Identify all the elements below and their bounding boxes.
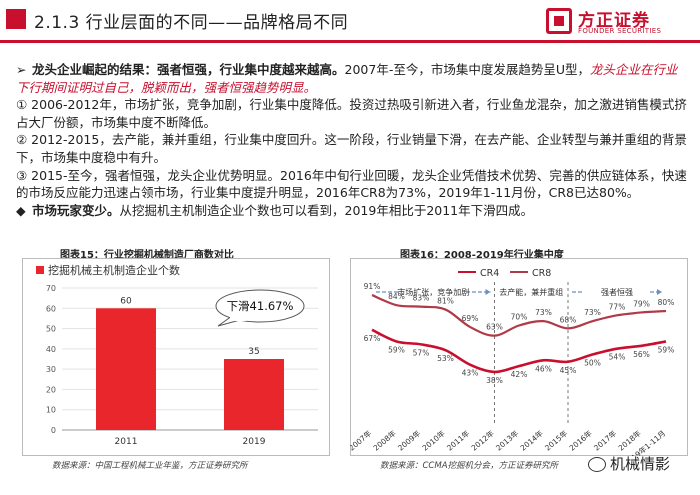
bullet-1-rest: 2007年-至今，市场集中度发展趋势呈U型， bbox=[344, 62, 590, 77]
line-chart: CR4 CR8 市场扩张，竞争加剧 去产能，兼并重组 强者恒强 67% 59% 57% 5… bbox=[350, 258, 688, 456]
y-tick-label: 10 bbox=[46, 406, 56, 415]
series-line-cr8 bbox=[371, 294, 667, 337]
logo-mark-icon bbox=[546, 8, 572, 34]
legend-cr8: CR8 bbox=[532, 268, 551, 279]
watermark-text: 机械情影 bbox=[610, 455, 671, 473]
data-label: 81% bbox=[437, 297, 454, 306]
data-label: 83% bbox=[413, 294, 430, 303]
data-label: 84% bbox=[388, 292, 405, 301]
data-label: 68% bbox=[560, 315, 577, 324]
data-label: 43% bbox=[462, 369, 479, 378]
arrow-bullet-icon: ➢ bbox=[16, 62, 27, 77]
data-label: 57% bbox=[413, 348, 430, 357]
data-label: 56% bbox=[633, 350, 650, 359]
bar-chart: 0 10 20 30 40 50 60 70 60 35 2011 2019 挖掘机械主机制造企业… bbox=[22, 258, 330, 456]
bullet-2-rest: 从挖掘机主机制造企业个数也可以看到，2019年相比于2011年下滑四成。 bbox=[119, 202, 534, 218]
data-label: 69% bbox=[462, 314, 479, 323]
diamond-bullet-icon: ◆ bbox=[16, 202, 26, 218]
data-label: 77% bbox=[609, 302, 626, 311]
data-label: 46% bbox=[535, 364, 552, 373]
decline-bubble bbox=[215, 289, 305, 323]
bar bbox=[224, 359, 284, 430]
data-label: 59% bbox=[658, 345, 675, 354]
point-1: ① 2006-2012年，市场扩张，竞争加剧，行业集中度降低。投资过热吸引新进入… bbox=[16, 97, 687, 130]
figure15-source: 数据来源：中国工程机械工业年鉴，方正证券研究所 bbox=[52, 461, 248, 471]
category-label: 2011 bbox=[115, 437, 138, 447]
logo-en: FOUNDER SECURITIES bbox=[578, 27, 662, 35]
data-label: 67% bbox=[364, 334, 381, 343]
header-square-icon bbox=[6, 9, 26, 29]
bullet-1-lead: 龙头企业崛起的结果：强者恒强，行业集中度越来越高。 bbox=[32, 62, 345, 77]
decline-annotation: 下滑41.67% bbox=[227, 299, 294, 313]
data-label: 45% bbox=[560, 366, 577, 375]
body-text: ➢ 龙头企业崛起的结果：强者恒强，行业集中度越来越高。2007年-至今，市场集中度… bbox=[16, 61, 688, 219]
data-label: 53% bbox=[437, 354, 454, 363]
category-label: 2019 bbox=[243, 437, 266, 447]
y-tick-label: 50 bbox=[46, 325, 56, 334]
data-label: 38% bbox=[486, 376, 503, 385]
bubble-pointer-mask bbox=[230, 315, 246, 321]
founder-logo: 方正证券 FOUNDER SECURITIES bbox=[546, 6, 696, 38]
data-label: 59% bbox=[388, 345, 405, 354]
data-label: 50% bbox=[584, 359, 601, 368]
phase-label: 强者恒强 bbox=[601, 287, 633, 297]
point-2: ② 2012-2015，去产能，兼并重组，行业集中度回升。这一阶段，行业销量下滑… bbox=[16, 132, 687, 165]
y-tick-label: 40 bbox=[46, 345, 56, 354]
watermark: 机械情影 bbox=[588, 453, 670, 474]
data-label: 54% bbox=[609, 353, 626, 362]
data-label: 79% bbox=[633, 299, 650, 308]
y-tick-label: 30 bbox=[46, 365, 56, 374]
phase-label-bg bbox=[498, 284, 565, 299]
bullet-1: ➢ 龙头企业崛起的结果：强者恒强，行业集中度越来越高。2007年-至今，市场集中度… bbox=[16, 61, 688, 96]
data-label: 70% bbox=[511, 313, 528, 322]
y-tick-label: 20 bbox=[46, 385, 56, 394]
bullet-1-red: 龙头企业在行业下行期间证明过自己，脱颖而出，强者恒强趋势明显。 bbox=[16, 62, 678, 95]
legend-label: 挖掘机械主机制造企业个数 bbox=[48, 263, 180, 277]
figure15-label: 图表15：行业挖掘机械制造厂商数对比 bbox=[60, 250, 234, 261]
legend-cr4: CR4 bbox=[480, 268, 499, 279]
phase-label: 去产能，兼并重组 bbox=[499, 287, 563, 297]
data-label: 35 bbox=[248, 347, 259, 357]
legend-swatch bbox=[36, 266, 44, 274]
phase-label: 市场扩张，竞争加剧 bbox=[397, 287, 469, 297]
phase-arrow-head bbox=[485, 289, 491, 295]
phase-label-bg bbox=[584, 284, 650, 299]
page-title: 2.1.3 行业层面的不同——品牌格局不同 bbox=[34, 13, 349, 33]
figure16-label: 图表16：2008-2019年行业集中度 bbox=[400, 250, 564, 261]
header-divider bbox=[0, 40, 700, 43]
legend: CR4 CR8 bbox=[458, 268, 551, 279]
data-label: 73% bbox=[584, 308, 601, 317]
bar bbox=[96, 308, 156, 430]
data-label: 73% bbox=[535, 308, 552, 317]
wechat-icon bbox=[588, 457, 606, 472]
y-tick-label: 0 bbox=[51, 426, 56, 435]
point-3: ③ 2015-至今，强者恒强，龙头企业优势明显。2016年中旬行业回暖，龙头企业… bbox=[16, 167, 687, 201]
data-label: 42% bbox=[511, 370, 528, 379]
bullet-2: ◆ 市场玩家变少。从挖掘机主机制造企业个数也可以看到，2019年相比于2011年下… bbox=[16, 202, 688, 220]
data-label: 91% bbox=[364, 282, 381, 291]
phase-label-bg bbox=[400, 284, 467, 299]
data-label: 63% bbox=[486, 323, 503, 332]
y-tick-label: 60 bbox=[46, 304, 56, 313]
data-label: 60 bbox=[120, 296, 132, 306]
phase-arrow-head bbox=[657, 289, 662, 295]
bullet-2-lead: 市场玩家变少。 bbox=[32, 202, 120, 218]
y-tick-label: 70 bbox=[46, 284, 56, 293]
data-label: 80% bbox=[658, 298, 675, 307]
series-line-cr4 bbox=[371, 328, 667, 374]
figure16-source: 数据来源：CCMA挖掘机分会，方正证券研究所 bbox=[380, 461, 559, 471]
logo-cn: 方正证券 bbox=[578, 11, 650, 31]
